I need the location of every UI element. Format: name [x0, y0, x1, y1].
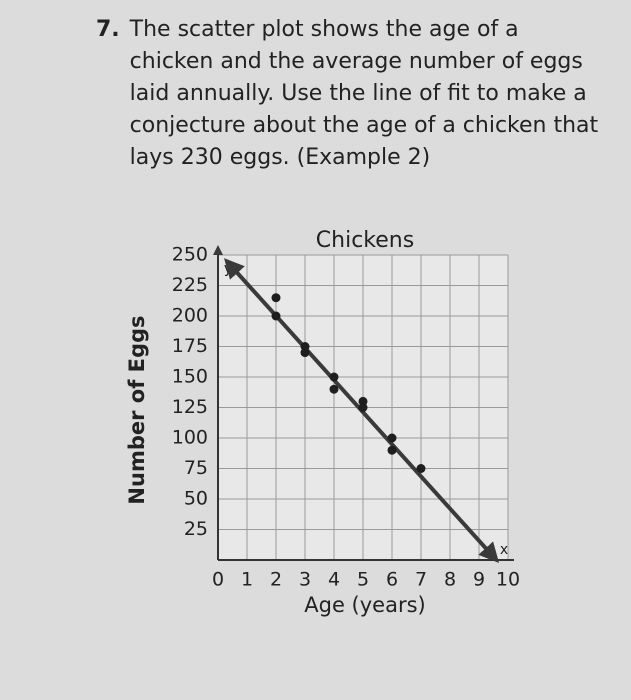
x-axis-letter: x [500, 542, 508, 558]
y-tick-label: 175 [172, 335, 208, 357]
data-point [329, 384, 339, 394]
data-point [387, 433, 397, 443]
x-tick-label: 3 [299, 569, 311, 591]
x-tick-label: 7 [415, 569, 427, 591]
x-tick-label: 6 [386, 569, 398, 591]
x-tick-label: 0 [212, 569, 224, 591]
x-tick-label: 10 [496, 569, 520, 591]
y-tick-label: 25 [184, 518, 208, 540]
y-tick-label: 125 [172, 396, 208, 418]
y-tick-label: 75 [184, 457, 208, 479]
data-point [416, 464, 426, 473]
y-tick-label: 100 [172, 427, 208, 449]
y-tick-label: 150 [172, 366, 208, 388]
y-tick-label: 225 [172, 274, 208, 296]
x-tick-label: 9 [473, 569, 485, 591]
question-text: The scatter plot shows the age of a chic… [129, 17, 599, 170]
question: 7. The scatter plot shows the age of a c… [96, 14, 601, 174]
y-tick-label: 200 [172, 305, 208, 327]
data-point [271, 293, 281, 303]
question-number: 7. [96, 17, 120, 42]
data-point [329, 372, 339, 382]
chart-title: Chickens [316, 228, 414, 253]
data-point [358, 403, 368, 412]
y-axis-label: Number of Eggs [125, 315, 149, 504]
data-point [300, 348, 310, 358]
y-tick-label: 250 [172, 244, 208, 266]
data-point [387, 445, 397, 455]
x-tick-label: 4 [328, 569, 340, 591]
x-tick-label: 8 [444, 569, 456, 591]
y-tick-label: 50 [184, 488, 208, 510]
x-tick-label: 1 [241, 569, 253, 591]
x-tick-label: 2 [270, 569, 282, 591]
x-tick-label: 5 [357, 569, 369, 591]
x-axis-label: Age (years) [304, 593, 425, 617]
data-point [271, 311, 281, 321]
